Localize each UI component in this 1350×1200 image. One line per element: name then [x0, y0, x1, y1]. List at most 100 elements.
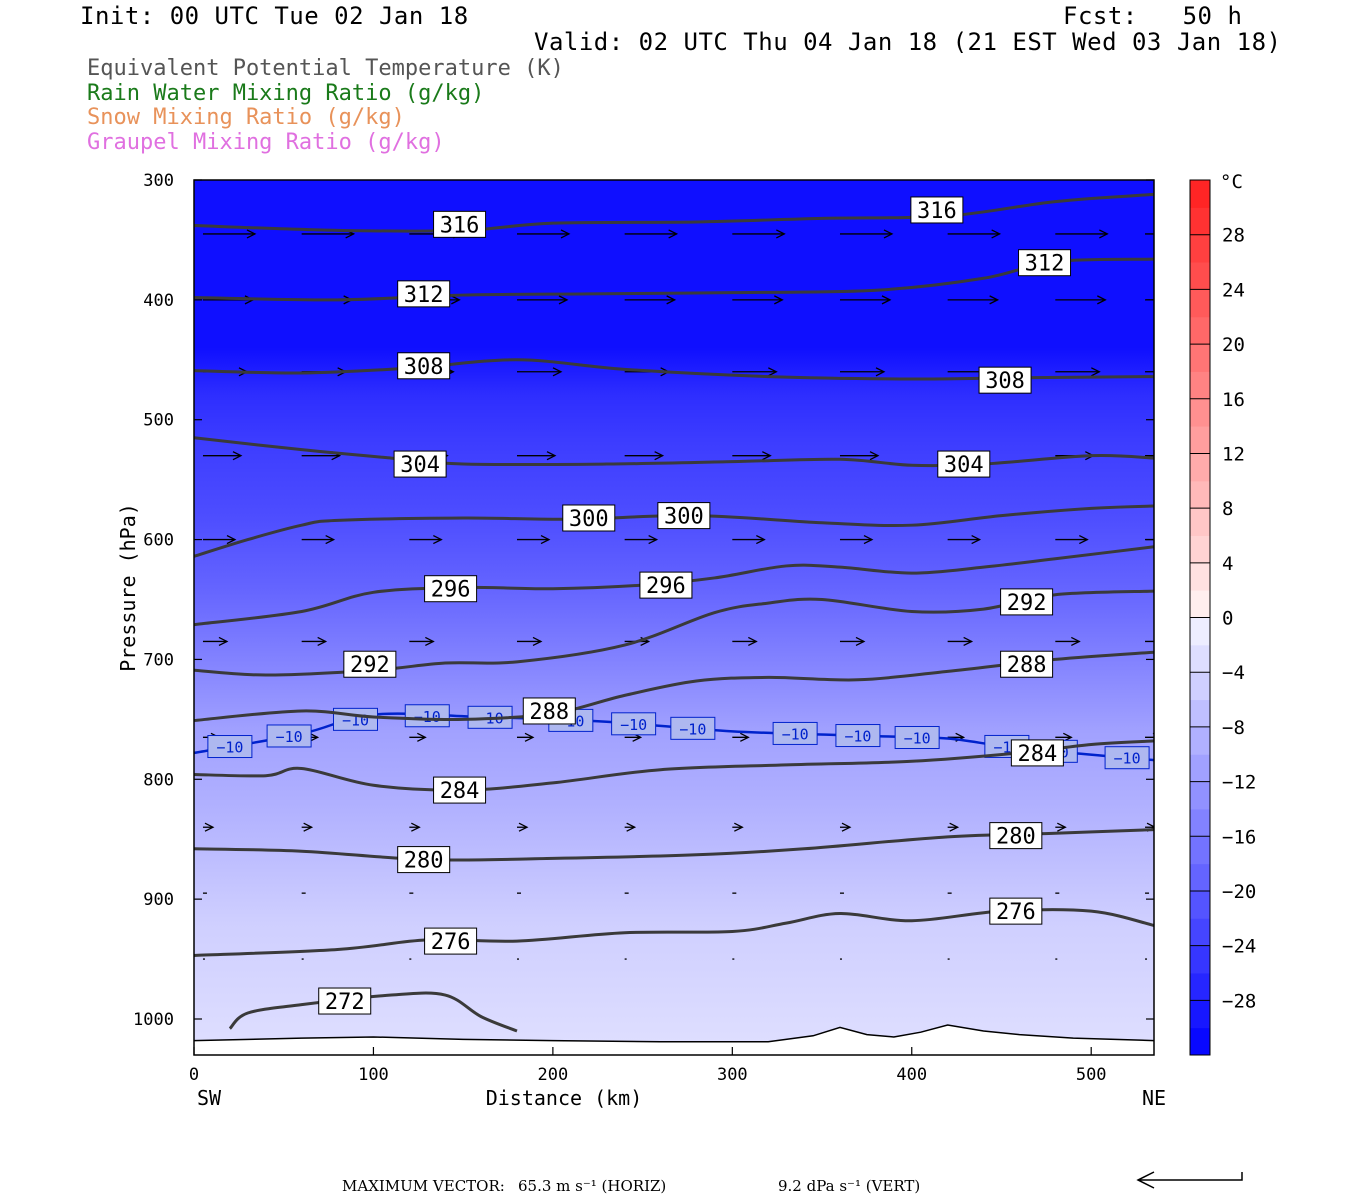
isotherm-label-text: −10 — [679, 720, 706, 738]
theta-e-line — [194, 545, 1154, 627]
isotherm-label-text: −10 — [1114, 750, 1141, 768]
colorbar-unit: °C — [1220, 171, 1243, 193]
theta-e-label: 316 — [910, 196, 964, 224]
wind-vector — [516, 636, 543, 647]
y-tick-label: 800 — [143, 770, 174, 790]
wind-vector — [732, 367, 778, 377]
wind-vector — [1055, 534, 1089, 545]
wind-vector — [839, 229, 894, 239]
theta-e-contour: 316 316 — [194, 192, 1154, 238]
colorbar-segment — [1190, 1000, 1210, 1029]
x-tick-label: 100 — [358, 1065, 389, 1085]
theta-e-label: 284 — [1010, 739, 1064, 767]
colorbar-segment — [1190, 426, 1210, 454]
isotherm-label: −10 — [332, 707, 378, 731]
theta-e-label-text: 296 — [431, 578, 471, 603]
theta-e-label-text: 312 — [404, 283, 444, 308]
field-legend-rain: Rain Water Mixing Ratio (g/kg) — [87, 81, 485, 106]
theta-e-label: 284 — [433, 776, 487, 804]
terrain-line — [194, 1024, 1154, 1043]
terrain-fill — [194, 1024, 1154, 1055]
colorbar-tick-label: −20 — [1222, 881, 1256, 903]
colorbar-segment — [1190, 863, 1210, 892]
isotherm-label: −10 — [772, 721, 818, 745]
x-tick-label: 400 — [896, 1065, 927, 1085]
wind-vector — [732, 229, 786, 239]
colorbar-segment — [1190, 945, 1210, 974]
colorbar-segment — [1190, 289, 1210, 318]
colorbar-tick-label: −12 — [1222, 772, 1256, 794]
colorbar-segment — [1190, 234, 1210, 263]
theta-e-contour: 280 280 — [194, 822, 1154, 874]
wind-vector — [1055, 367, 1101, 377]
colorbar-tick-label: 4 — [1222, 553, 1233, 575]
theta-e-label-text: 288 — [529, 700, 569, 725]
wind-vector — [1145, 371, 1154, 373]
wind-vector — [409, 732, 427, 742]
theta-e-label: 292 — [1000, 588, 1054, 616]
theta-e-label: 288 — [1000, 650, 1054, 678]
theta-e-label: 312 — [397, 280, 451, 308]
isotherm-label: −10 — [1104, 746, 1150, 770]
wind-vector — [516, 229, 571, 239]
theta-e-label-text: 304 — [400, 453, 440, 478]
wind-vector — [516, 534, 551, 545]
colorbar-segment — [1190, 617, 1210, 646]
wind-vector — [947, 295, 1000, 305]
theta-e-label: 280 — [397, 846, 451, 874]
theta-e-contour: 300 300 — [194, 502, 1154, 558]
wind-vector — [1145, 732, 1154, 742]
y-axis-title: Pressure (hPa) — [116, 503, 140, 672]
theta-e-label-text: 304 — [944, 453, 984, 478]
theta-e-label-text: 316 — [917, 199, 957, 224]
colorbar-segment — [1190, 344, 1210, 372]
theta-e-label: 276 — [424, 927, 478, 955]
wind-vector — [1145, 455, 1154, 457]
wind-vector — [732, 732, 750, 742]
colorbar-segment — [1190, 535, 1210, 564]
wind-vector — [516, 295, 569, 305]
wind-vector — [624, 451, 665, 461]
reference-vector-arrow-icon — [1136, 1171, 1243, 1189]
theta-e-label-text: 300 — [569, 507, 609, 532]
theta-e-label-text: 308 — [404, 355, 444, 380]
wind-vector — [516, 451, 557, 461]
wind-vector — [202, 451, 243, 461]
theta-e-contour: 272 — [228, 987, 518, 1033]
x-axis-title: Distance (km) — [486, 1086, 643, 1110]
wind-vector — [516, 732, 535, 742]
wind-vector — [732, 636, 758, 647]
theta-e-contour: 276 276 — [194, 897, 1154, 957]
theta-e-label-text: 308 — [985, 369, 1025, 394]
wind-vector — [947, 636, 974, 647]
colorbar-segment — [1190, 316, 1210, 345]
colorbar-tick-label: 24 — [1222, 279, 1245, 301]
colorbar-segment — [1190, 699, 1210, 728]
x-tick-label: 300 — [717, 1065, 748, 1085]
isotherm-label: −10 — [894, 726, 940, 750]
wind-vectors — [202, 229, 1154, 960]
theta-e-label: 308 — [397, 352, 451, 380]
wind-vector — [839, 451, 880, 461]
colorbar-segment — [1190, 754, 1210, 783]
theta-e-label-text: 280 — [996, 825, 1036, 850]
wind-vector — [947, 229, 1002, 239]
wind-vector — [732, 534, 766, 545]
theta-e-contour: 308 308 — [194, 352, 1154, 394]
theta-e-line — [194, 504, 1154, 558]
wind-vector — [624, 295, 677, 305]
colorbar-segment — [1190, 781, 1210, 810]
colorbar-segment — [1190, 590, 1210, 618]
theta-e-label: 304 — [393, 450, 447, 478]
theta-e-label: 296 — [424, 575, 478, 603]
x-tick-label: 500 — [1076, 1065, 1107, 1085]
theta-e-label-text: 272 — [325, 990, 365, 1015]
field-legend-theta-e: Equivalent Potential Temperature (K) — [87, 56, 564, 81]
wind-vector — [624, 534, 659, 545]
isotherm-label-text: −10 — [620, 716, 647, 734]
wind-vector — [947, 534, 982, 545]
theta-e-label: 292 — [343, 650, 397, 678]
y-tick-label: 600 — [143, 531, 174, 551]
wind-vector — [1145, 640, 1154, 643]
isotherm-label-text: −10 — [844, 728, 871, 746]
